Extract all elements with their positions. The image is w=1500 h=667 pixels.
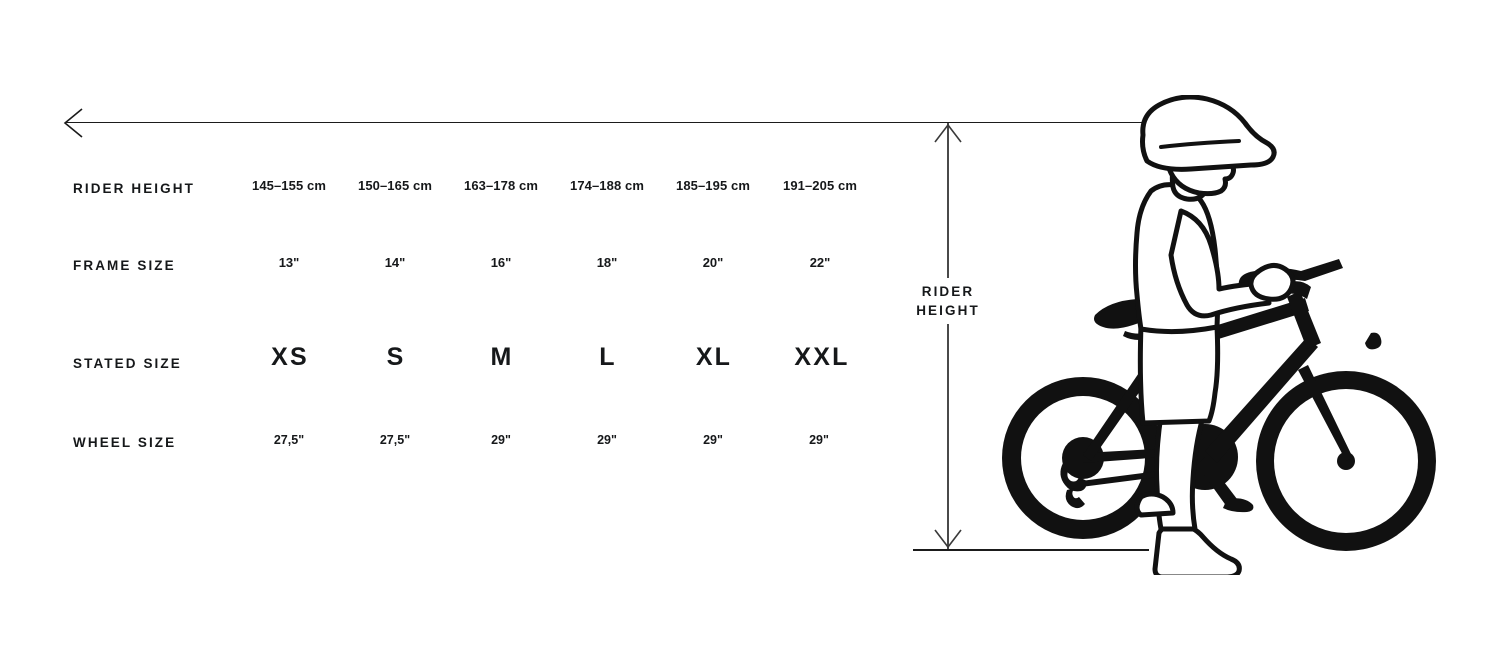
row-label-stated-size: STATED SIZE [73,356,182,371]
down-tube-icon [1205,337,1318,463]
cell-stated-size-4: XL [695,343,733,371]
rider-height-dimension-label-line2: HEIGHT [916,303,980,318]
head-tube-icon [1287,291,1321,349]
brake-caliper-icon [1365,332,1382,350]
up-arrowhead-icon [934,123,962,143]
helmet-vent-icon [1159,139,1241,149]
cell-rider-height-3: 174–188 cm [569,178,644,193]
rider-height-dimension-label-line1: RIDER [921,284,975,299]
shoe-icon [1152,522,1242,580]
cell-rider-height-0: 145–155 cm [251,178,326,193]
cell-rider-height-2: 163–178 cm [463,178,538,193]
crank-arm-icon [1197,457,1237,507]
cell-wheel-size-5: 29" [809,433,829,447]
cell-rider-height-4: 185–195 cm [675,178,750,193]
cell-stated-size-1: S [386,343,406,371]
pedal-icon [1223,498,1254,513]
down-arrowhead-icon [934,529,962,549]
cell-wheel-size-1: 27,5" [379,433,411,447]
cell-wheel-size-2: 29" [491,433,511,447]
cyclist-with-bike-illustration [955,94,1475,580]
row-label-rider-height: RIDER HEIGHT [73,181,195,196]
helmet-icon [1140,94,1277,172]
top-dimension-line [65,122,1161,124]
cell-frame-size-2: 16" [490,255,512,270]
cell-wheel-size-4: 29" [703,433,723,447]
cell-stated-size-2: M [490,343,514,371]
cell-frame-size-5: 22" [809,255,831,270]
row-label-frame-size: FRAME SIZE [73,258,176,273]
left-arrowhead-icon [63,108,83,138]
shorts-icon [1137,322,1221,426]
cell-frame-size-1: 14" [384,255,406,270]
cell-frame-size-3: 18" [596,255,618,270]
arm-icon [1168,208,1272,319]
rider-height-dimension-label: RIDER HEIGHT [868,278,1028,324]
vertical-dimension-line [947,123,949,550]
rear-shoe-icon [1134,491,1176,518]
fork-icon [1298,365,1353,461]
cell-wheel-size-0: 27,5" [273,433,305,447]
cell-rider-height-5: 191–205 cm [782,178,857,193]
ground-line [913,549,1149,551]
hand-icon [1248,263,1296,302]
cell-wheel-size-3: 29" [597,433,617,447]
cell-frame-size-0: 13" [278,255,300,270]
cell-frame-size-4: 20" [702,255,724,270]
cell-rider-height-1: 150–165 cm [357,178,432,193]
cell-stated-size-5: XXL [794,343,850,371]
bicycle-illustration [1002,259,1436,551]
cell-stated-size-3: L [599,343,617,371]
row-label-wheel-size: WHEEL SIZE [73,435,177,450]
size-table: RIDER HEIGHT 145–155 cm 150–165 cm 163–1… [73,178,857,450]
cell-stated-size-0: XS [271,343,309,371]
